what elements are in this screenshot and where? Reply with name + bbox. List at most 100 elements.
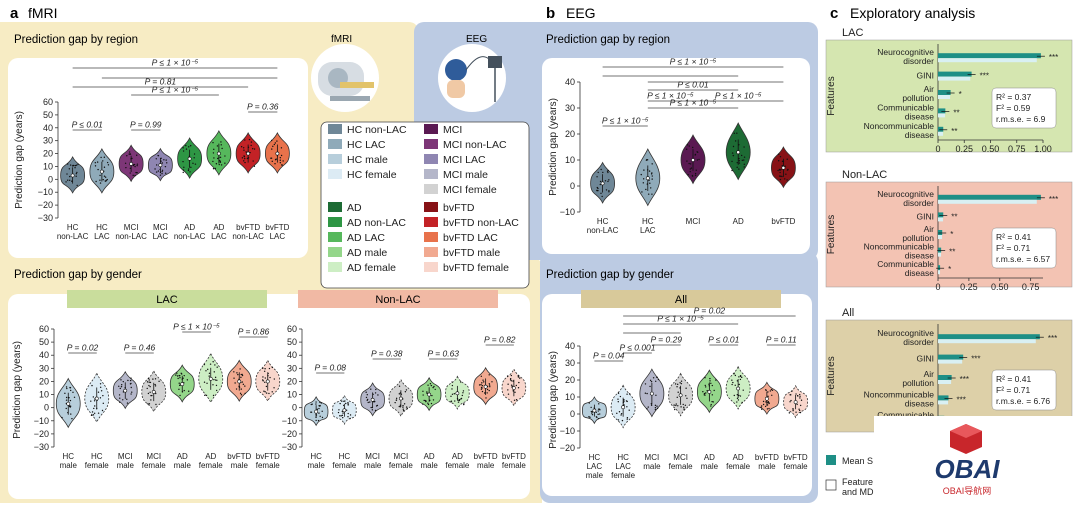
violin-point	[704, 377, 706, 379]
violin-point	[183, 166, 185, 168]
violin-point	[433, 385, 435, 388]
violin-point	[743, 146, 745, 148]
median-marker	[398, 396, 403, 401]
violin-point	[643, 169, 645, 171]
violin-point	[599, 413, 601, 415]
p-value-label: P = 0.11	[766, 335, 797, 345]
violin-point	[146, 381, 149, 383]
violin-point	[644, 383, 647, 385]
violin-point	[131, 391, 133, 393]
violin-point	[212, 141, 214, 144]
violin-point	[345, 402, 347, 405]
violin-point	[628, 393, 631, 395]
y-tick-label: −20	[38, 200, 53, 210]
violin-point	[608, 191, 610, 193]
feature-label: Communicable	[877, 410, 934, 420]
violin-point	[514, 391, 516, 393]
legend-swatch	[328, 202, 342, 212]
violin-point	[339, 402, 341, 405]
x-tick-label: female	[85, 461, 110, 470]
violin-point	[273, 378, 276, 380]
violin-point	[778, 168, 781, 171]
violin-point	[104, 180, 106, 182]
violin-point	[403, 403, 406, 405]
violin-point	[129, 379, 132, 382]
violin-point	[134, 174, 136, 177]
violin-point	[795, 393, 797, 395]
violin-point	[781, 164, 784, 167]
x-tick-label: non-LAC	[174, 232, 206, 241]
x-tick-label: male	[307, 461, 325, 470]
violin-point	[481, 382, 483, 384]
exploratory-x-tick-label: 0	[935, 282, 940, 292]
violin-point	[683, 406, 685, 409]
importance-bar	[938, 53, 1041, 59]
violin-point	[155, 164, 158, 166]
violin-point	[310, 411, 313, 413]
median-marker	[511, 386, 516, 390]
violin-point	[120, 384, 123, 386]
violin-point	[462, 390, 465, 392]
median-marker	[370, 397, 375, 402]
importance-bar	[938, 334, 1040, 340]
violin-point	[599, 409, 601, 411]
violin-point	[591, 412, 593, 414]
violin-point	[790, 399, 792, 402]
violin-point	[781, 175, 783, 178]
y-tick-label: 60	[39, 324, 49, 334]
violin-point	[154, 168, 156, 170]
violin-point	[65, 407, 67, 410]
violin-point	[176, 372, 178, 374]
p-value-label: P ≤ 1 × 10⁻⁵	[152, 58, 199, 68]
violin-point	[459, 381, 462, 383]
violin-point	[731, 169, 733, 172]
violin-point	[425, 400, 427, 402]
feature-label: disease	[905, 130, 935, 140]
violin-point	[342, 412, 344, 414]
y-tick-label: 20	[565, 375, 575, 385]
violin-point	[680, 382, 683, 385]
fmri-gender-lac-violin-chart: −30−20−100102030405060HCmaleHCfemaleMCIm…	[12, 322, 280, 471]
violin-point	[686, 144, 689, 146]
violin-point	[739, 375, 742, 378]
importance-bar	[938, 375, 952, 380]
violin-point	[244, 139, 246, 141]
median-marker	[645, 176, 650, 181]
violin-point	[209, 363, 212, 365]
violin-point	[491, 381, 493, 383]
violin-point	[149, 385, 151, 388]
violin-point	[792, 409, 794, 412]
violin-point	[340, 415, 342, 417]
violin-point	[741, 376, 743, 379]
x-tick-label: male	[364, 461, 382, 470]
violin-point	[270, 139, 273, 142]
violin-point	[695, 169, 697, 171]
violin-point	[245, 151, 247, 153]
violin-point	[189, 171, 191, 173]
x-tick-label: male	[586, 471, 604, 480]
violin-point	[398, 385, 401, 387]
violin-point	[600, 192, 602, 195]
p-value-label: P = 0.04	[593, 351, 625, 361]
violin-point	[784, 165, 786, 167]
violin-point	[686, 160, 688, 162]
violin-point	[240, 373, 242, 376]
violin-point	[430, 402, 433, 405]
violin-point	[316, 408, 319, 411]
feature-label: disorder	[903, 337, 934, 347]
legend-label: AD	[347, 202, 362, 214]
violin-point	[451, 388, 453, 390]
violin-point	[97, 168, 99, 171]
violin-point	[155, 158, 157, 160]
violin-point	[673, 404, 675, 406]
x-tick-label: non-LAC	[232, 232, 264, 241]
violin-point	[338, 409, 340, 411]
violin-point	[426, 391, 428, 393]
violin-point	[126, 402, 129, 404]
violin-point	[680, 380, 683, 382]
violin-point	[738, 157, 740, 160]
importance-bar-alt	[938, 58, 1037, 63]
importance-bar-alt	[938, 270, 941, 275]
violin-point	[602, 171, 604, 174]
violin-point	[318, 412, 320, 414]
